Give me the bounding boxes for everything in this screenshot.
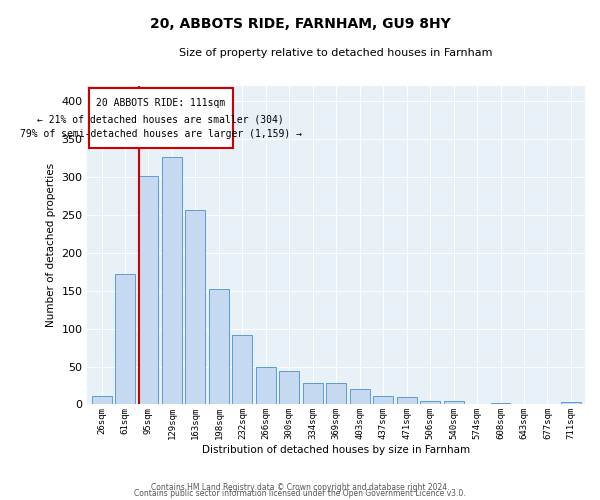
Bar xyxy=(443,400,464,404)
Y-axis label: Number of detached properties: Number of detached properties xyxy=(46,163,56,328)
Text: 20, ABBOTS RIDE, FARNHAM, GU9 8HY: 20, ABBOTS RIDE, FARNHAM, GU9 8HY xyxy=(149,18,451,32)
Bar xyxy=(420,400,440,404)
Bar xyxy=(256,366,276,405)
Bar xyxy=(280,371,299,404)
Text: 79% of semi-detached houses are larger (1,159) →: 79% of semi-detached houses are larger (… xyxy=(20,130,302,140)
Bar xyxy=(139,176,158,404)
Text: 20 ABBOTS RIDE: 111sqm: 20 ABBOTS RIDE: 111sqm xyxy=(96,98,226,108)
Bar xyxy=(115,274,135,404)
Bar xyxy=(326,383,346,404)
Bar xyxy=(162,156,182,404)
Bar xyxy=(185,210,205,404)
Bar xyxy=(209,289,229,405)
Bar xyxy=(92,396,112,404)
Title: Size of property relative to detached houses in Farnham: Size of property relative to detached ho… xyxy=(179,48,493,58)
Bar xyxy=(303,383,323,404)
Text: ← 21% of detached houses are smaller (304): ← 21% of detached houses are smaller (30… xyxy=(37,114,284,124)
Bar xyxy=(232,336,253,404)
Text: Contains HM Land Registry data © Crown copyright and database right 2024.: Contains HM Land Registry data © Crown c… xyxy=(151,484,449,492)
Bar xyxy=(561,402,581,404)
Bar xyxy=(491,403,511,404)
FancyBboxPatch shape xyxy=(89,88,233,148)
Text: Contains public sector information licensed under the Open Government Licence v3: Contains public sector information licen… xyxy=(134,490,466,498)
X-axis label: Distribution of detached houses by size in Farnham: Distribution of detached houses by size … xyxy=(202,445,470,455)
Bar xyxy=(373,396,393,404)
Bar xyxy=(350,390,370,404)
Bar xyxy=(397,397,416,404)
